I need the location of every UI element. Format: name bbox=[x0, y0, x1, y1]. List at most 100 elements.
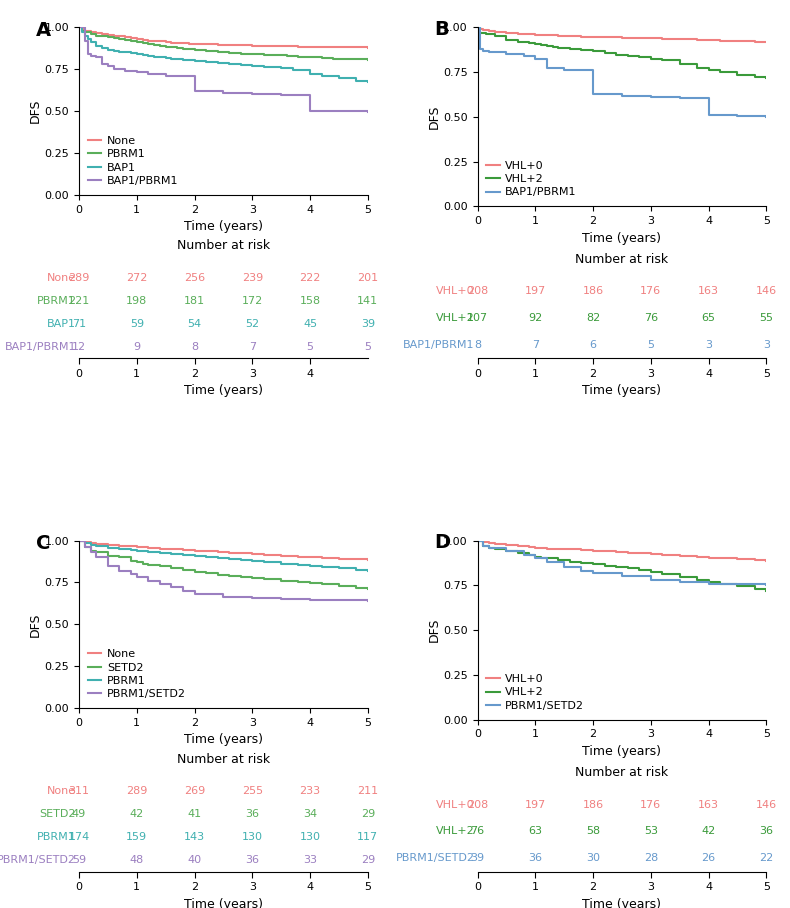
PBRM1 bbox=[92, 30, 101, 41]
Text: 159: 159 bbox=[126, 832, 147, 842]
PBRM1/SETD2 bbox=[167, 582, 176, 593]
BAP1 bbox=[132, 49, 141, 60]
PBRM1/SETD2 bbox=[179, 586, 188, 597]
SETD2 bbox=[294, 577, 303, 587]
Text: 198: 198 bbox=[126, 296, 148, 306]
Text: 146: 146 bbox=[756, 286, 777, 296]
None bbox=[172, 37, 182, 48]
BAP1/PBRM1 bbox=[247, 89, 257, 100]
None bbox=[92, 538, 101, 549]
None bbox=[109, 30, 118, 41]
Text: B: B bbox=[435, 20, 449, 39]
SETD2 bbox=[224, 570, 234, 581]
PBRM1 bbox=[363, 566, 373, 577]
PBRM1/SETD2 bbox=[479, 540, 488, 551]
PBRM1/SETD2 bbox=[732, 579, 742, 590]
Text: 255: 255 bbox=[242, 786, 263, 796]
PBRM1/SETD2 bbox=[74, 535, 84, 546]
Text: VHL+2: VHL+2 bbox=[436, 826, 475, 836]
Text: 30: 30 bbox=[586, 854, 600, 864]
VHL+2 bbox=[536, 552, 546, 563]
None bbox=[334, 553, 344, 564]
Y-axis label: DFS: DFS bbox=[427, 617, 440, 642]
VHL+0 bbox=[600, 546, 609, 557]
None bbox=[103, 29, 113, 40]
BAP1/PBRM1 bbox=[542, 63, 551, 74]
PBRM1 bbox=[137, 38, 147, 49]
BAP1 bbox=[77, 27, 87, 38]
X-axis label: Time (years): Time (years) bbox=[582, 232, 661, 244]
BAP1/PBRM1 bbox=[646, 92, 656, 103]
Text: 163: 163 bbox=[698, 286, 719, 296]
BAP1/PBRM1 bbox=[484, 47, 494, 58]
PBRM1 bbox=[190, 551, 199, 562]
BAP1 bbox=[83, 34, 92, 44]
Text: 197: 197 bbox=[525, 800, 546, 810]
Line: VHL+0: VHL+0 bbox=[477, 540, 766, 560]
PBRM1/SETD2 bbox=[484, 542, 494, 553]
Text: Number at risk: Number at risk bbox=[575, 252, 668, 266]
VHL+2 bbox=[762, 73, 771, 84]
VHL+2 bbox=[514, 548, 523, 558]
PBRM1 bbox=[74, 535, 84, 546]
VHL+2 bbox=[657, 54, 667, 65]
SETD2 bbox=[155, 561, 164, 572]
VHL+2 bbox=[554, 555, 563, 566]
BAP1 bbox=[103, 44, 113, 55]
PBRM1 bbox=[120, 35, 130, 45]
PBRM1 bbox=[132, 37, 141, 48]
None bbox=[132, 34, 141, 44]
Line: SETD2: SETD2 bbox=[79, 540, 368, 589]
VHL+2 bbox=[589, 46, 598, 57]
PBRM1 bbox=[126, 35, 136, 46]
Text: 174: 174 bbox=[69, 832, 89, 842]
VHL+0 bbox=[675, 34, 684, 44]
VHL+2 bbox=[704, 577, 713, 587]
None bbox=[247, 40, 257, 51]
PBRM1/SETD2 bbox=[646, 575, 656, 586]
PBRM1 bbox=[167, 42, 176, 53]
VHL+0 bbox=[565, 544, 574, 555]
PBRM1/SETD2 bbox=[305, 594, 314, 605]
None bbox=[282, 41, 292, 52]
VHL+2 bbox=[542, 41, 551, 52]
BAP1 bbox=[86, 37, 96, 48]
BAP1/PBRM1 bbox=[92, 52, 101, 63]
Line: None: None bbox=[79, 27, 368, 48]
SETD2 bbox=[317, 579, 326, 590]
VHL+2 bbox=[704, 64, 713, 75]
None bbox=[120, 32, 130, 43]
Text: 59: 59 bbox=[72, 855, 86, 865]
None bbox=[161, 36, 171, 47]
None bbox=[115, 540, 124, 551]
Legend: None, SETD2, PBRM1, PBRM1/SETD2: None, SETD2, PBRM1, PBRM1/SETD2 bbox=[85, 646, 189, 703]
PBRM1 bbox=[149, 39, 159, 50]
PBRM1 bbox=[305, 560, 314, 571]
VHL+2 bbox=[634, 52, 644, 63]
SETD2 bbox=[179, 565, 188, 576]
VHL+2 bbox=[716, 67, 725, 78]
VHL+2 bbox=[542, 553, 551, 564]
VHL+0 bbox=[472, 535, 482, 546]
None bbox=[103, 539, 113, 550]
Text: 52: 52 bbox=[245, 319, 259, 329]
BAP1 bbox=[276, 63, 286, 74]
BAP1/PBRM1 bbox=[161, 71, 171, 82]
SETD2 bbox=[213, 569, 222, 580]
Text: 22: 22 bbox=[759, 854, 773, 864]
VHL+0 bbox=[542, 30, 551, 41]
VHL+2 bbox=[531, 551, 540, 562]
VHL+0 bbox=[502, 539, 511, 550]
None bbox=[126, 33, 136, 44]
Line: PBRM1: PBRM1 bbox=[79, 540, 368, 571]
BAP1/PBRM1 bbox=[334, 106, 344, 117]
PBRM1 bbox=[137, 546, 147, 557]
None bbox=[137, 35, 147, 45]
Text: 163: 163 bbox=[698, 800, 719, 810]
Text: 158: 158 bbox=[299, 296, 321, 306]
Text: 42: 42 bbox=[130, 809, 144, 819]
None bbox=[247, 548, 257, 559]
X-axis label: Time (years): Time (years) bbox=[184, 220, 263, 233]
BAP1/PBRM1 bbox=[502, 49, 511, 60]
Text: 239: 239 bbox=[242, 272, 263, 282]
